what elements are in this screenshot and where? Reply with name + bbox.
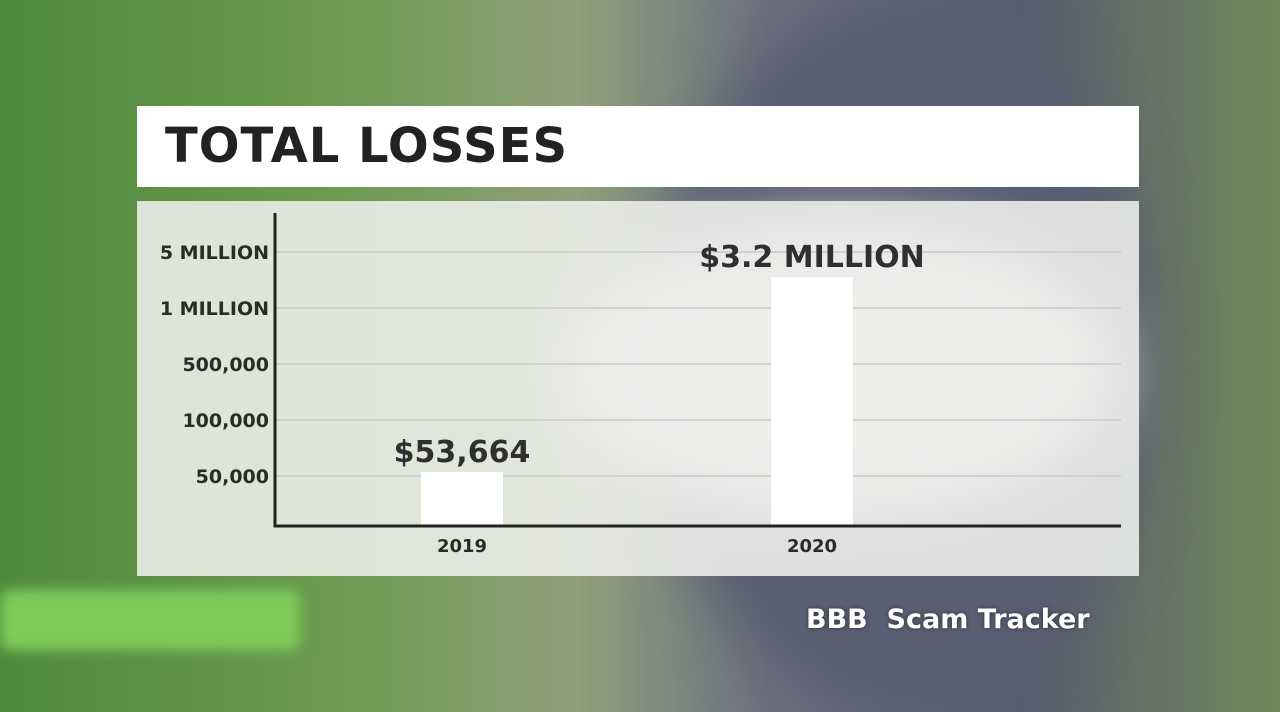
bar-2019	[421, 471, 503, 526]
data-label: $53,664	[394, 435, 531, 470]
y-tick-label: 5 MILLION	[160, 242, 269, 264]
bar-chart: 50,000 100,000 500,000 1 MILLION 5 MILLION $5…	[160, 213, 1121, 557]
chart-title: TOTAL LOSSES	[165, 118, 569, 174]
bar-2020	[771, 277, 853, 526]
background-banner	[0, 590, 300, 650]
title-box: TOTAL LOSSES	[137, 106, 1139, 187]
chart-panel: 50,000 100,000 500,000 1 MILLION 5 MILLION $5…	[137, 201, 1139, 576]
x-tick-label: 2020	[787, 536, 837, 557]
y-tick-label: 100,000	[182, 410, 269, 432]
y-tick-label: 50,000	[196, 466, 269, 488]
source-label: BBB Scam Tracker	[806, 604, 1090, 635]
y-tick-label: 500,000	[182, 354, 269, 376]
y-tick-label: 1 MILLION	[160, 298, 269, 320]
x-tick-label: 2019	[437, 536, 487, 557]
data-label: $3.2 MILLION	[699, 240, 924, 275]
